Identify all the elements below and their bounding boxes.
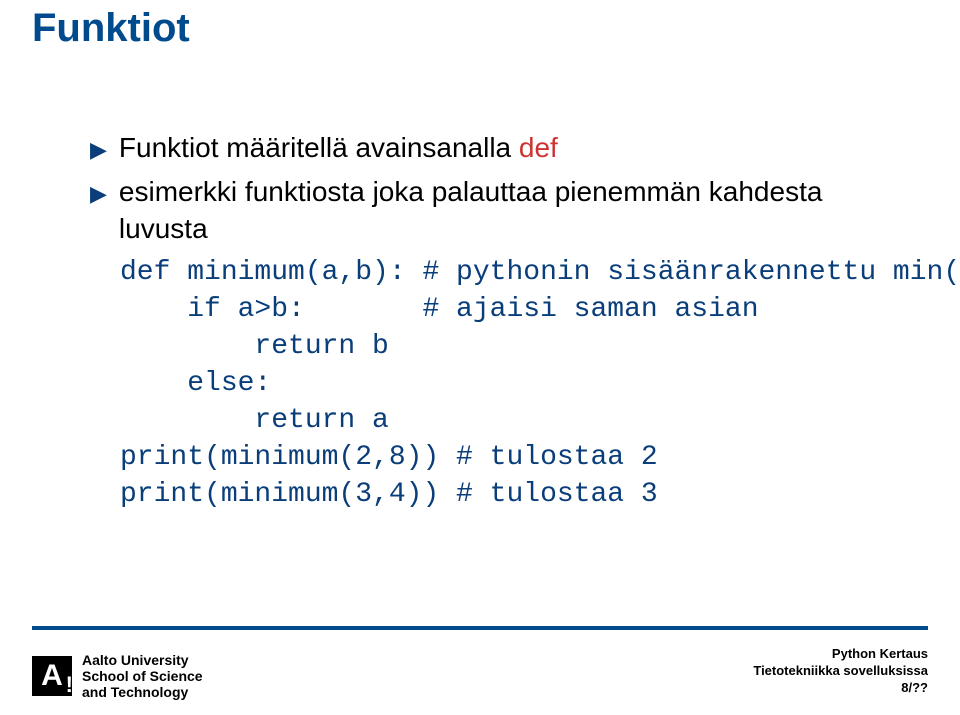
keyword-def: def bbox=[519, 132, 558, 163]
footer-line3: 8/?? bbox=[753, 680, 928, 697]
slide: Funktiot ▶ Funktiot määritellä avainsana… bbox=[0, 0, 960, 715]
slide-content: ▶ Funktiot määritellä avainsanalla def ▶… bbox=[90, 130, 890, 514]
logo-line2: School of Science bbox=[82, 668, 203, 684]
bullet-text: Funktiot määritellä avainsanalla def bbox=[119, 130, 558, 166]
footer-divider bbox=[32, 626, 928, 630]
code-block: def minimum(a,b): # pythonin sisäänraken… bbox=[120, 255, 890, 514]
bullet-pre: esimerkki funktiosta joka palauttaa pien… bbox=[119, 176, 823, 243]
footer-right: Python Kertaus Tietotekniikka sovelluksi… bbox=[753, 646, 928, 697]
logo-line3: and Technology bbox=[82, 684, 203, 700]
footer-line1: Python Kertaus bbox=[753, 646, 928, 663]
bullet-item: ▶ Funktiot määritellä avainsanalla def bbox=[90, 130, 890, 166]
logo-exclamation: ! bbox=[66, 672, 73, 698]
aalto-logo-icon: A ! bbox=[32, 656, 72, 696]
footer-logo: A ! Aalto University School of Science a… bbox=[32, 652, 203, 700]
bullet-pre: Funktiot määritellä avainsanalla bbox=[119, 132, 519, 163]
logo-text: Aalto University School of Science and T… bbox=[82, 652, 203, 700]
bullet-marker-icon: ▶ bbox=[90, 136, 107, 165]
bullet-item: ▶ esimerkki funktiosta joka palauttaa pi… bbox=[90, 174, 890, 247]
bullet-text: esimerkki funktiosta joka palauttaa pien… bbox=[119, 174, 890, 247]
footer-line2: Tietotekniikka sovelluksissa bbox=[753, 663, 928, 680]
logo-letter: A bbox=[41, 659, 63, 693]
slide-title: Funktiot bbox=[32, 6, 190, 51]
bullet-marker-icon: ▶ bbox=[90, 180, 107, 209]
logo-line1: Aalto University bbox=[82, 652, 203, 668]
